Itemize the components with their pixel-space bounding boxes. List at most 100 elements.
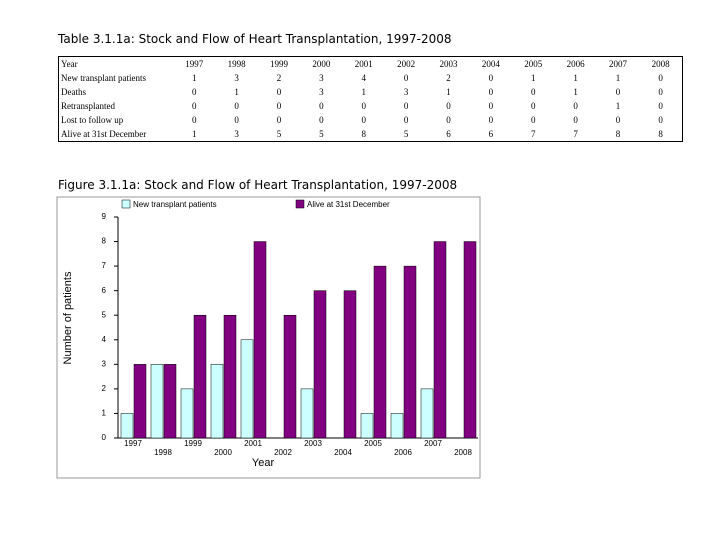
table-row: Deaths 0 1 0 3 1 3 1 0 0 1 0 0 [59,85,683,99]
table-cell: 7 [530,129,536,139]
table-cell: 1 [361,87,366,97]
table-cell: 0 [403,101,409,111]
table-cell: 8 [658,129,663,139]
table-cell: 0 [191,87,197,97]
y-tick-label: 1 [102,409,107,418]
y-tick-label: 9 [102,212,107,221]
table-cell: 0 [573,101,578,111]
bar [193,314,207,439]
table-cell: 0 [615,87,621,97]
x-tick-label: 2002 [274,448,292,457]
bar [283,314,297,439]
table-title: Table 3.1.1a: Stock and Flow of Heart Tr… [58,32,452,46]
table-cell: 0 [276,87,282,97]
x-tick-label: 2006 [394,448,412,457]
legend-swatch [121,199,131,209]
table-cell: 0 [488,101,494,111]
bar [373,265,387,439]
y-tick-label: 8 [102,237,107,246]
table-cell: Alive at 31st December [61,129,147,139]
table-cell: 2000 [312,59,331,69]
x-tick-label: 1997 [124,439,142,448]
bar [463,241,477,439]
table-cell: 1 [615,101,621,111]
table-cell: 6 [488,129,494,139]
table-cell: 2002 [397,59,416,69]
table-cell: 0 [276,101,282,111]
table-cell: 6 [446,129,451,139]
table-cell: 0 [361,115,366,125]
table-cell: Deaths [61,87,86,97]
table-cell: 0 [446,115,451,125]
table-cell: 1 [191,73,197,83]
table-cell: 3 [234,73,239,83]
table-cell: 0 [615,115,621,125]
bar [343,290,357,439]
table-cell: 2005 [524,59,543,69]
table-cell: Year [61,59,78,69]
table-cell: 7 [573,129,578,139]
table-row: Alive at 31st December 1 3 5 5 8 5 6 6 7 7 8 8 [59,127,683,142]
table-cell: Lost to follow up [61,115,124,125]
bar [403,265,417,439]
y-axis-label: Number of patients [62,271,74,364]
table-cell: 2 [276,73,282,83]
table-cell: 0 [361,101,366,111]
table-cell: 2006 [566,59,585,69]
table-cell: 0 [488,87,494,97]
bar [390,413,404,439]
y-tick-label: 2 [102,384,107,393]
table-cell: 0 [658,115,663,125]
table-cell: 5 [319,129,324,139]
x-tick-label: 1998 [154,448,172,457]
y-tick-label: 4 [102,335,107,344]
table-cell: 0 [658,101,663,111]
table-cell: 3 [319,73,324,83]
bar [223,314,237,439]
table-cell: 0 [234,115,239,125]
table-cell: 1 [573,73,578,83]
data-table: Year 1997 1998 1999 2000 2001 2002 2003 2004 2005… [58,56,683,142]
table-cell: 3 [319,87,324,97]
table-cell: 0 [658,87,663,97]
table-cell: 5 [403,129,409,139]
table-row: Year 1997 1998 1999 2000 2001 2002 2003 2004 2005… [59,57,683,72]
table-cell: 0 [191,101,197,111]
table-cell: 1 [234,87,239,97]
table-cell: 0 [319,115,324,125]
table-cell: 4 [361,73,366,83]
table-cell: 1 [573,87,578,97]
bar [133,364,147,439]
legend-swatch [295,199,305,209]
x-axis-label: Year [252,457,275,469]
table-cell: 1 [530,73,536,83]
table-cell: New transplant patients [61,73,146,83]
table-cell: 3 [234,129,239,139]
table-cell: 1998 [227,59,246,69]
legend-label: Alive at 31st December [307,200,390,209]
chart-frame [56,196,481,479]
y-tick-label: 3 [102,359,107,368]
table-cell: 5 [276,129,282,139]
table-cell: 8 [615,129,621,139]
x-tick-label: 2007 [424,439,442,448]
table-cell: 0 [276,115,282,125]
table-cell: 0 [403,115,409,125]
legend-label: New transplant patients [133,200,217,209]
bar [163,364,177,439]
bar [180,388,194,439]
table-cell: 0 [488,73,494,83]
table-cell: 2001 [354,59,373,69]
table-cell: 0 [658,73,663,83]
bar [120,413,134,439]
table-cell: 2007 [608,59,627,69]
table-cell: 0 [234,101,239,111]
bar [240,339,254,439]
y-tick-label: 0 [102,433,107,442]
table-cell: 2008 [651,59,670,69]
table-cell: 0 [446,101,451,111]
table-row: New transplant patients 1 3 2 3 4 0 2 0 1 1 1 0 [59,71,683,85]
table-cell: 1997 [185,59,204,69]
